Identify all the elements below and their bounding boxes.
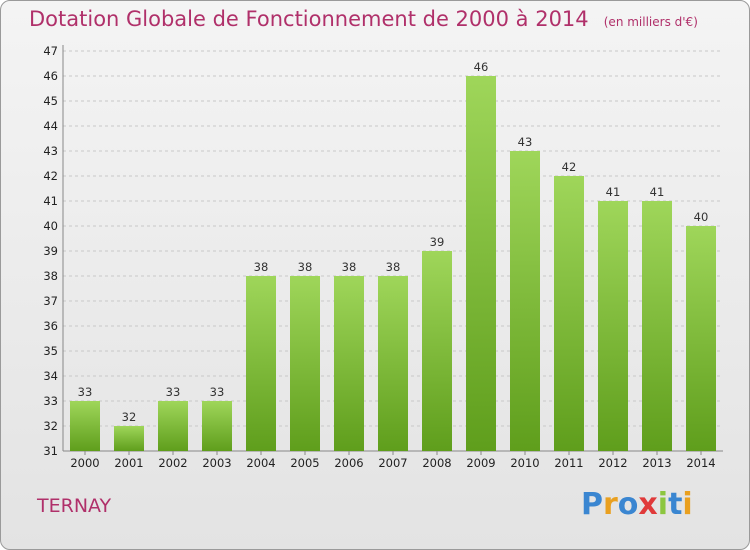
x-tick-label-2000: 2000 (70, 456, 99, 470)
proxiti-logo: Proxiti (581, 487, 693, 522)
y-tick-label: 33 (43, 394, 58, 408)
x-tick-label-2010: 2010 (510, 456, 539, 470)
logo-letter: i (657, 487, 669, 522)
bar-2010 (510, 151, 540, 451)
logo-letter: x (638, 487, 658, 522)
bar-2002 (158, 401, 188, 451)
logo-letter: P (581, 487, 603, 522)
logo-letter: o (617, 487, 639, 522)
value-label-2014: 40 (694, 210, 709, 224)
bar-2006 (334, 276, 364, 451)
value-label-2007: 38 (386, 260, 401, 274)
value-labels: 33 32 33 33 38 38 38 38 39 46 43 42 41 41 40 (78, 60, 709, 424)
y-tick-label: 34 (43, 369, 58, 383)
y-tick-label: 40 (43, 219, 58, 233)
bar-2009 (466, 76, 496, 451)
value-label-2002: 33 (166, 385, 181, 399)
bar-2001 (114, 426, 144, 451)
y-tick-label: 31 (43, 444, 58, 458)
x-tick-label-2009: 2009 (466, 456, 495, 470)
value-label-2003: 33 (210, 385, 225, 399)
bar-2011 (554, 176, 584, 451)
y-tick-label: 37 (43, 294, 58, 308)
logo-letter: i (682, 487, 693, 522)
x-tick-label-2003: 2003 (202, 456, 231, 470)
bar-2014 (686, 226, 716, 451)
x-tick-label-2007: 2007 (378, 456, 407, 470)
y-tick-label: 32 (43, 419, 58, 433)
bars (70, 76, 716, 451)
bar-2003 (202, 401, 232, 451)
bar-2004 (246, 276, 276, 451)
x-tick-label-2014: 2014 (686, 456, 715, 470)
x-tick-label-2004: 2004 (246, 456, 275, 470)
y-tick-label: 43 (43, 144, 58, 158)
x-tick-label-2013: 2013 (642, 456, 671, 470)
value-label-2005: 38 (298, 260, 313, 274)
y-tick-label: 46 (43, 69, 58, 83)
bar-2013 (642, 201, 672, 451)
value-label-2011: 42 (562, 160, 577, 174)
logo-letter: r (603, 487, 618, 522)
logo-letter: t (668, 487, 683, 522)
x-tick-label-2006: 2006 (334, 456, 363, 470)
value-label-2001: 32 (122, 410, 137, 424)
chart-title: Dotation Globale de Fonctionnement de 20… (29, 7, 698, 31)
y-tick-label: 35 (43, 344, 58, 358)
bar-2000 (70, 401, 100, 451)
x-tick-label-2001: 2001 (114, 456, 143, 470)
value-label-2008: 39 (430, 235, 445, 249)
y-tick-label: 45 (43, 94, 58, 108)
y-tick-label: 47 (43, 44, 58, 58)
y-tick-label: 44 (43, 119, 58, 133)
x-tick-label-2011: 2011 (554, 456, 583, 470)
value-label-2004: 38 (254, 260, 269, 274)
value-label-2009: 46 (474, 60, 489, 74)
y-tick-label: 39 (43, 244, 58, 258)
bar-2007 (378, 276, 408, 451)
bar-2008 (422, 251, 452, 451)
value-label-2012: 41 (606, 185, 621, 199)
y-tick-label: 42 (43, 169, 58, 183)
x-tick-label-2012: 2012 (598, 456, 627, 470)
y-tick-label: 38 (43, 269, 58, 283)
x-tick-label-2008: 2008 (422, 456, 451, 470)
value-label-2000: 33 (78, 385, 93, 399)
commune-name: TERNAY (37, 495, 112, 517)
value-label-2006: 38 (342, 260, 357, 274)
bar-2005 (290, 276, 320, 451)
x-tick-labels: 2000 2001 2002 2003 2004 2005 2006 2007 2008 2009… (70, 451, 716, 470)
title-text: Dotation Globale de Fonctionnement de 20… (29, 7, 589, 31)
x-tick-label-2005: 2005 (290, 456, 319, 470)
y-tick-label: 41 (43, 194, 58, 208)
value-label-2010: 43 (518, 135, 533, 149)
bar-2012 (598, 201, 628, 451)
y-tick-labels: 31 32 33 34 35 36 37 38 39 40 41 42 43 44 45 46 47 (43, 44, 58, 458)
value-label-2013: 41 (650, 185, 665, 199)
x-tick-label-2002: 2002 (158, 456, 187, 470)
y-tick-label: 36 (43, 319, 58, 333)
unit-note: (en milliers d'€) (603, 15, 698, 29)
